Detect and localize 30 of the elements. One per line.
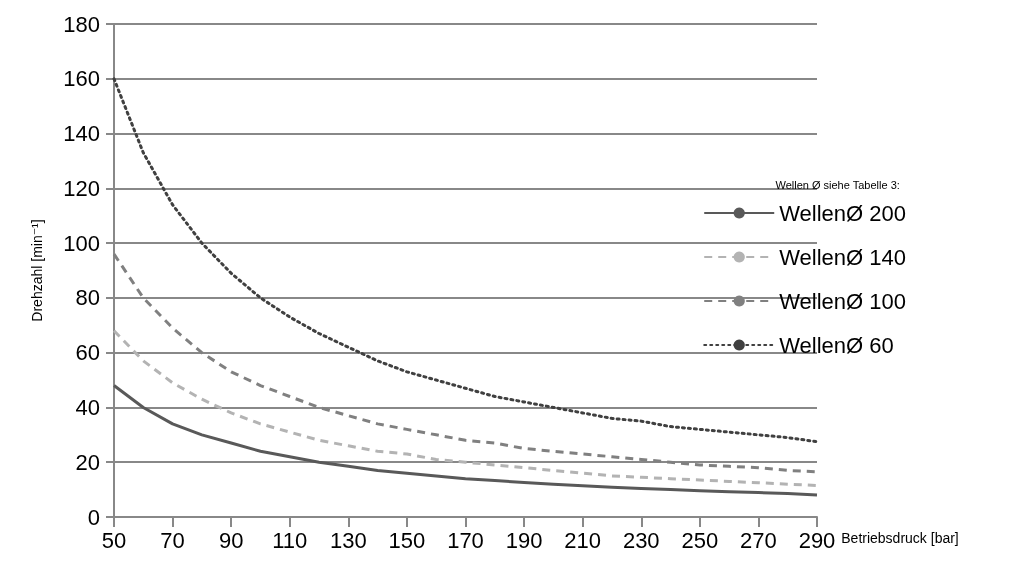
legend-label: WellenØ 200 bbox=[779, 200, 906, 226]
x-tick-label: 290 bbox=[798, 527, 836, 553]
y-tick-label: 120 bbox=[63, 175, 100, 201]
y-tick-label: 140 bbox=[63, 121, 100, 147]
x-tick-label: 250 bbox=[681, 527, 719, 553]
y-tick-label: 80 bbox=[75, 285, 100, 311]
x-tick-label: 190 bbox=[505, 527, 543, 553]
y-tick-label: 20 bbox=[75, 449, 100, 475]
y-tick-label: 0 bbox=[87, 504, 100, 530]
x-tick-label: 50 bbox=[101, 527, 127, 553]
x-tick-label: 130 bbox=[329, 527, 367, 553]
legend-label: WellenØ 60 bbox=[779, 332, 894, 358]
x-tick-label: 70 bbox=[160, 527, 185, 553]
legend-title: Wellen Ø siehe Tabelle 3: bbox=[775, 178, 900, 191]
y-axis-title: Drehzahl [min⁻¹] bbox=[29, 219, 45, 322]
x-tick-label: 230 bbox=[622, 527, 660, 553]
y-tick-label: 40 bbox=[75, 394, 100, 420]
x-tick-label: 150 bbox=[388, 527, 426, 553]
y-tick-label: 100 bbox=[63, 230, 100, 256]
x-tick-label: 210 bbox=[564, 527, 602, 553]
legend-label: WellenØ 140 bbox=[779, 244, 906, 270]
x-tick-label: 110 bbox=[272, 527, 308, 553]
y-tick-label: 180 bbox=[63, 11, 100, 37]
y-tick-label: 160 bbox=[63, 66, 100, 92]
legend-label: WellenØ 100 bbox=[779, 288, 906, 314]
y-tick-label: 60 bbox=[75, 340, 100, 366]
x-axis-title: Betriebsdruck [bar] bbox=[841, 530, 959, 546]
x-tick-label: 90 bbox=[218, 527, 244, 553]
x-tick-label: 170 bbox=[447, 527, 484, 553]
x-tick-label: 270 bbox=[740, 527, 777, 553]
